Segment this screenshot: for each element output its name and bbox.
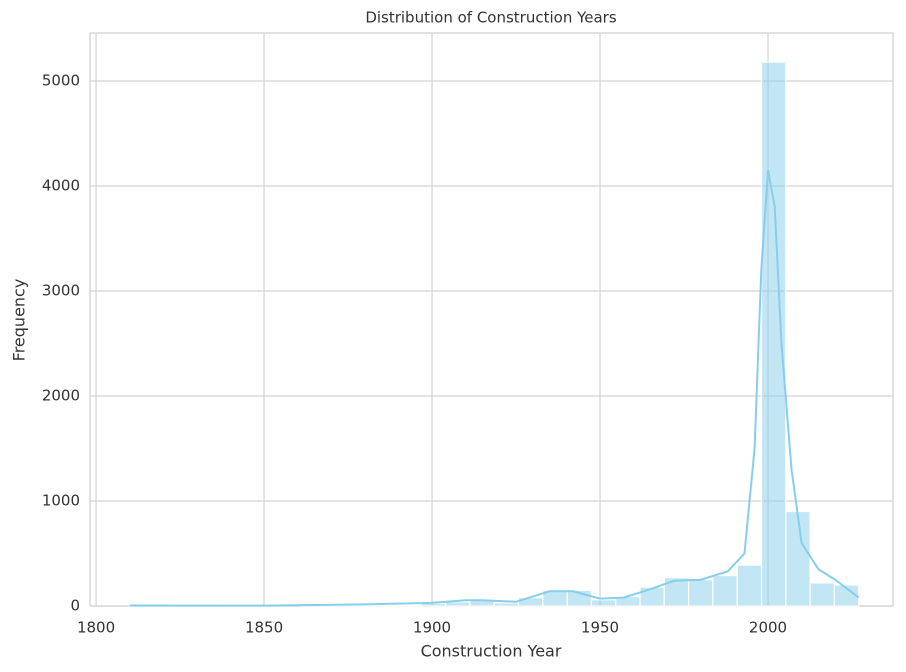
x-tick-label: 1950 [581,619,619,637]
bar [833,584,860,607]
y-tick-label: 2000 [42,386,80,404]
bar [712,574,738,607]
kde-line [129,170,860,607]
bar [639,586,665,607]
bar [372,604,398,607]
bar [736,564,763,607]
x-tick-label: 2000 [749,619,787,637]
x-tick-label: 1900 [413,619,451,637]
y-tick-label: 0 [70,597,80,615]
bar [760,61,787,607]
x-axis-label: Construction Year [421,642,562,661]
y-axis-label: Frequency [10,279,29,362]
bar [396,604,422,607]
bar [809,582,836,607]
x-tick-label: 1850 [245,619,283,637]
chart-title: Distribution of Construction Years [365,9,617,27]
y-tick-label: 3000 [42,281,80,299]
bar [493,602,520,607]
bar [688,579,714,607]
y-tick-label: 1000 [42,491,80,509]
bar [785,510,811,607]
x-tick-label: 1800 [77,619,115,637]
bar [590,599,617,607]
y-tick-label: 5000 [42,71,80,89]
y-tick-label: 4000 [42,176,80,194]
